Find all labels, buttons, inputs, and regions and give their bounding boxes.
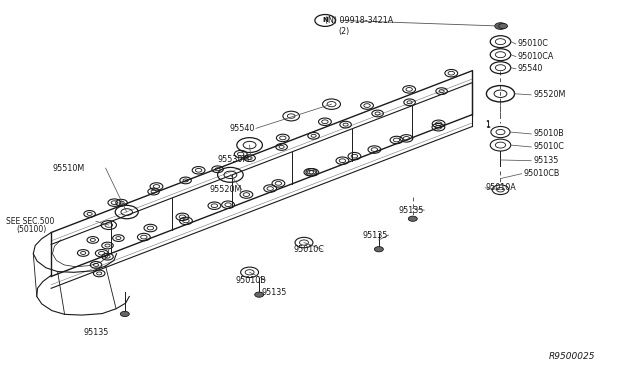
Text: 95135: 95135 xyxy=(261,288,287,296)
Text: (2): (2) xyxy=(338,27,349,36)
Circle shape xyxy=(495,23,506,29)
Text: 95540: 95540 xyxy=(229,124,255,133)
Text: N: N xyxy=(322,17,328,23)
Circle shape xyxy=(120,311,129,317)
Text: 95010B: 95010B xyxy=(533,129,564,138)
Text: 1: 1 xyxy=(485,121,490,129)
Text: 95510M: 95510M xyxy=(52,164,84,173)
Circle shape xyxy=(499,23,508,29)
Text: SEE SEC.500: SEE SEC.500 xyxy=(6,217,55,226)
Text: 95530M: 95530M xyxy=(218,155,250,164)
Text: 95135: 95135 xyxy=(533,156,559,165)
Text: 95010CA: 95010CA xyxy=(517,52,554,61)
Text: 95010C: 95010C xyxy=(293,245,324,254)
Text: 95520M: 95520M xyxy=(533,90,566,99)
Text: 95010C: 95010C xyxy=(517,39,548,48)
Text: (50100): (50100) xyxy=(16,225,46,234)
Text: 95010C: 95010C xyxy=(533,142,564,151)
Text: R9500025: R9500025 xyxy=(549,352,596,361)
Text: 95010B: 95010B xyxy=(236,276,266,285)
Circle shape xyxy=(255,292,264,297)
Circle shape xyxy=(374,247,383,252)
Text: 95135: 95135 xyxy=(363,231,388,240)
Circle shape xyxy=(408,216,417,221)
Text: 1: 1 xyxy=(485,121,490,130)
Text: 95540: 95540 xyxy=(517,64,543,73)
Text: 95010CB: 95010CB xyxy=(524,169,560,178)
Text: 95135: 95135 xyxy=(398,206,424,215)
Text: 95010A: 95010A xyxy=(485,183,516,192)
Text: 95520M: 95520M xyxy=(210,185,243,194)
Text: 95135: 95135 xyxy=(83,328,109,337)
Text: (N) 09918-3421A: (N) 09918-3421A xyxy=(325,16,394,25)
